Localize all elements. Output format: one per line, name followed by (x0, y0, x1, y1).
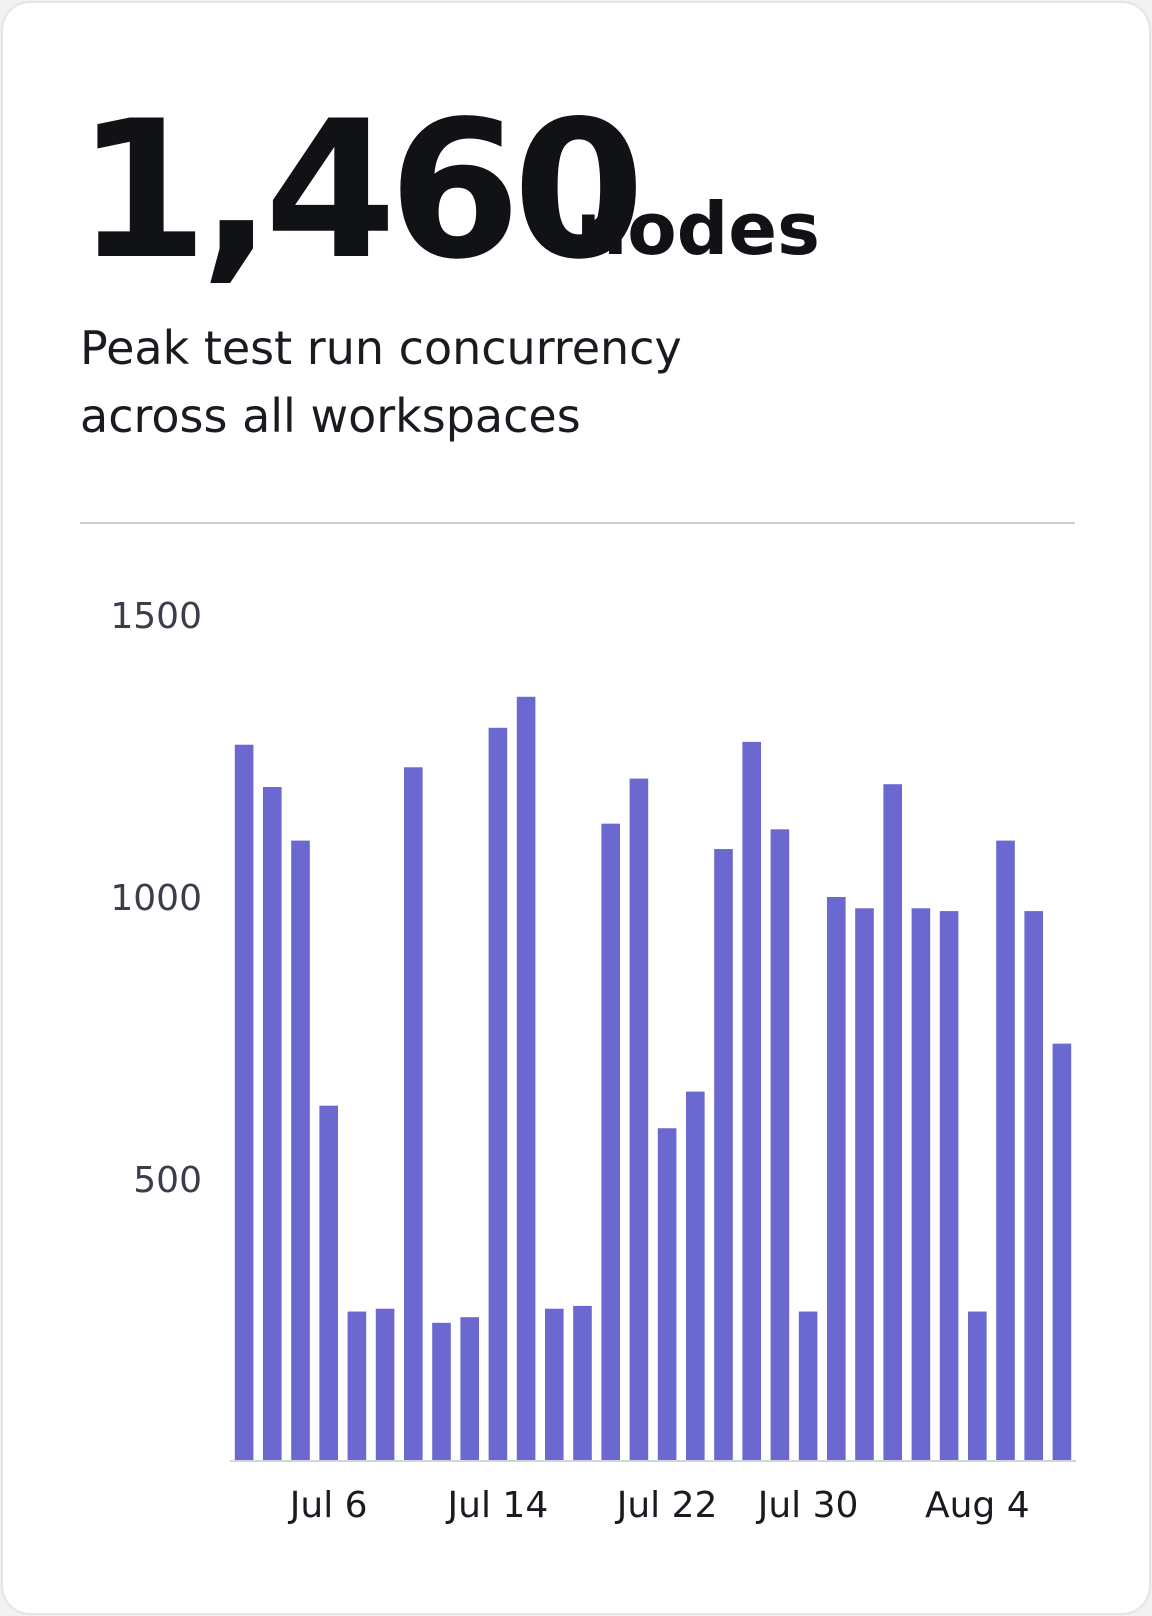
bar (291, 840, 310, 1461)
headline-unit: nodes (576, 187, 820, 271)
bar (319, 1105, 339, 1461)
y-tick-label: 1000 (110, 878, 202, 919)
bar (347, 1311, 367, 1461)
bar (770, 829, 790, 1461)
x-tick-label: Jul 30 (756, 1485, 859, 1526)
bar (911, 908, 931, 1461)
bar (1024, 911, 1044, 1461)
bar (685, 1091, 705, 1461)
bar (403, 767, 423, 1461)
bar (714, 849, 733, 1461)
headline-value: 1,460 (76, 80, 637, 301)
bar (883, 784, 903, 1461)
x-tick-label: Jul 22 (615, 1485, 718, 1526)
bar (460, 1317, 480, 1461)
bar (967, 1311, 987, 1461)
bar (516, 696, 536, 1461)
x-tick-label: Jul 6 (288, 1485, 368, 1526)
bar (488, 727, 508, 1461)
bar (375, 1308, 395, 1461)
x-tick-label: Aug 4 (925, 1485, 1030, 1526)
bar (262, 787, 282, 1461)
bar (996, 840, 1015, 1461)
bar (601, 823, 621, 1461)
x-tick-label: Jul 14 (446, 1485, 549, 1526)
bar (742, 741, 762, 1461)
bar (826, 897, 846, 1461)
bar (855, 908, 874, 1461)
bar (1052, 1043, 1072, 1461)
bar (939, 911, 959, 1461)
bar (657, 1128, 677, 1461)
subtitle: across all workspaces (80, 389, 581, 443)
subtitle: Peak test run concurrency (80, 321, 682, 375)
bar (234, 744, 254, 1461)
bar (798, 1311, 818, 1461)
y-tick-label: 500 (133, 1160, 202, 1201)
bar (432, 1322, 451, 1461)
bar (544, 1308, 564, 1461)
bar (573, 1305, 592, 1461)
bar (629, 778, 649, 1461)
y-tick-label: 1500 (110, 596, 202, 637)
